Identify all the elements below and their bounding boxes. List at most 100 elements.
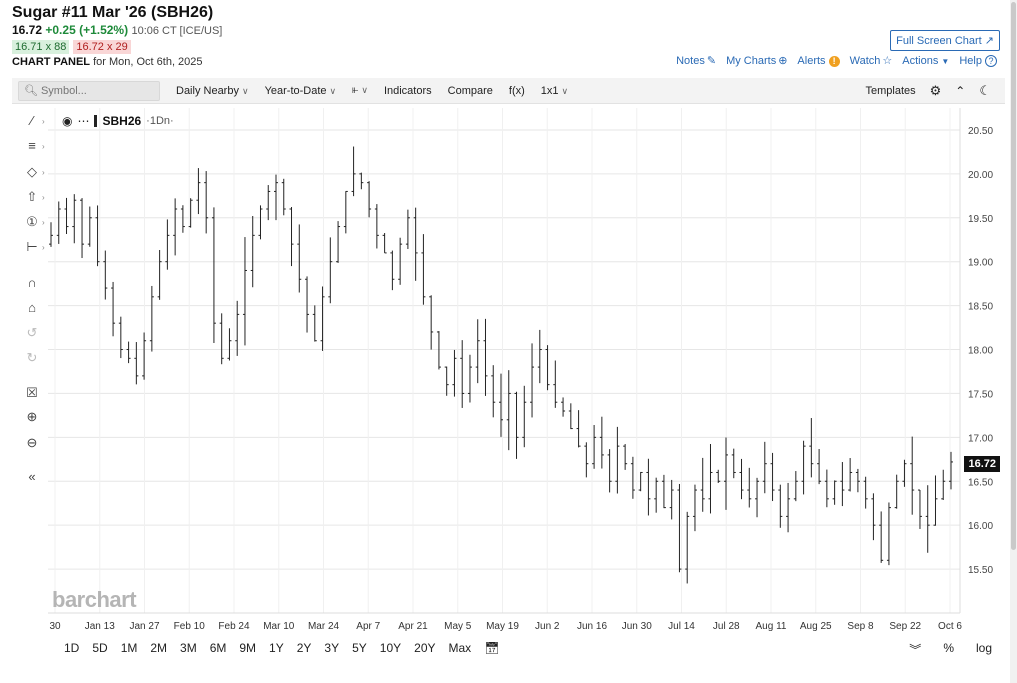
period-1m[interactable]: 1M xyxy=(120,641,138,655)
layout-dropdown[interactable]: 1x1 ∨ xyxy=(541,85,568,97)
fibonacci-tool-icon[interactable]: ≡ xyxy=(28,138,36,153)
edit-icon: ✎ xyxy=(706,55,717,67)
range-dropdown[interactable]: Year-to-Date ∨ xyxy=(265,85,337,97)
help-link[interactable]: Help ? xyxy=(959,54,997,67)
unlock-icon[interactable]: ⌂ xyxy=(28,300,36,315)
arrow-up-tool-icon[interactable]: ⇧ xyxy=(26,189,38,204)
period-20y[interactable]: 20Y xyxy=(414,641,436,655)
ask-badge: 16.72 x 29 xyxy=(73,40,131,54)
period-1y[interactable]: 1Y xyxy=(269,641,284,655)
alert-icon: ! xyxy=(828,55,840,67)
full-screen-label: Full Screen Chart xyxy=(896,35,982,47)
trendline-tool-icon[interactable]: ⁄ xyxy=(30,113,34,128)
search-icon: 🔍︎ xyxy=(24,85,38,97)
symbol-input[interactable] xyxy=(40,84,151,97)
x-tick-label: Jul 28 xyxy=(713,621,740,632)
more-icon[interactable]: ⋯ xyxy=(77,114,90,128)
chevron-down-icon: ∨ xyxy=(361,85,368,95)
x-tick-label: Jun 30 xyxy=(622,621,652,632)
chevron-right-icon: › xyxy=(42,243,45,252)
zoom-in-icon[interactable]: ⊕ xyxy=(26,409,38,424)
x-tick-label: Aug 11 xyxy=(756,621,787,632)
measure-tool-icon[interactable]: ⊢ xyxy=(26,239,38,254)
period-2y[interactable]: 2Y xyxy=(296,641,312,655)
period-1d[interactable]: 1D xyxy=(64,641,80,655)
theme-moon-icon[interactable]: ☾ xyxy=(979,82,991,98)
collapse-icon[interactable]: ⌃ xyxy=(955,83,966,98)
period-5y[interactable]: 5Y xyxy=(352,641,367,655)
chart-panel-label: CHART PANEL for Mon, Oct 6th, 2025 xyxy=(12,56,203,68)
legend-color-bar xyxy=(94,115,98,127)
x-tick-label: 30 xyxy=(49,621,61,632)
period-selector: 1D 5D 1M 2M 3M 6M 9M 1Y 2Y 3Y 5Y 10Y 20Y Max 📅︎ xyxy=(64,641,512,655)
last-price: 16.72 xyxy=(12,23,43,37)
price-chart[interactable]: 15.50 16.00 16.50 17.00 17.50 18.00 18.50 19.00… xyxy=(48,108,1010,638)
actions-menu[interactable]: Actions ▼ xyxy=(902,55,949,67)
gear-icon[interactable]: ⚙ xyxy=(929,82,942,98)
instrument-title: Sugar #11 Mar '26 (SBH26) xyxy=(12,4,214,21)
y-tick-label: 16.00 xyxy=(968,521,993,532)
my-charts-link[interactable]: My Charts ⊕ xyxy=(726,54,787,67)
percent-toggle[interactable]: % xyxy=(943,641,954,655)
period-2m[interactable]: 2M xyxy=(150,641,168,655)
x-tick-label: Aug 25 xyxy=(800,621,832,632)
expand-icon: ↗ xyxy=(984,35,994,47)
aggregation-label: Daily Nearby xyxy=(176,84,239,97)
y-tick-label: 19.00 xyxy=(968,258,993,269)
compare-button[interactable]: Compare xyxy=(447,84,493,97)
period-6m[interactable]: 6M xyxy=(209,641,227,655)
x-tick-label: May 5 xyxy=(444,621,472,632)
period-10y[interactable]: 10Y xyxy=(379,641,402,655)
indicators-button[interactable]: Indicators xyxy=(383,84,432,97)
alerts-link[interactable]: Alerts ! xyxy=(797,55,840,67)
shapes-tool-icon[interactable]: ◇ xyxy=(27,164,37,179)
period-3y[interactable]: 3Y xyxy=(324,641,340,655)
undo-icon[interactable]: ↺ xyxy=(26,325,38,340)
bid-ask: 16.71 x 88 16.72 x 29 xyxy=(12,40,131,54)
chart-panel-date: for Mon, Oct 6th, 2025 xyxy=(93,56,203,68)
period-max[interactable]: Max xyxy=(448,641,472,655)
symbol-search[interactable]: 🔍︎ xyxy=(18,80,160,101)
bottom-controls: ︾ % log xyxy=(909,641,992,658)
full-screen-chart-button[interactable]: Full Screen Chart ↗ xyxy=(890,30,1000,51)
scrollbar-thumb[interactable] xyxy=(1011,2,1016,550)
period-9m[interactable]: 9M xyxy=(239,641,257,655)
x-tick-label: May 19 xyxy=(486,621,519,632)
x-tick-label: Apr 21 xyxy=(398,621,428,632)
eye-icon[interactable]: ◉ xyxy=(62,114,73,128)
double-chevron-down-icon[interactable]: ︾ xyxy=(909,643,922,657)
y-tick-label: 20.00 xyxy=(968,170,993,181)
chevron-down-icon: ∨ xyxy=(329,85,337,96)
y-tick-label: 17.50 xyxy=(968,389,993,400)
chevron-right-icon: › xyxy=(42,218,45,227)
zoom-out-icon[interactable]: ⊖ xyxy=(26,435,38,450)
page-scrollbar[interactable] xyxy=(1010,0,1017,683)
period-5d[interactable]: 5D xyxy=(92,641,108,655)
help-icon: ? xyxy=(985,54,997,67)
calendar-icon[interactable]: 📅︎ xyxy=(484,641,500,655)
fx-button[interactable]: f(x) xyxy=(508,84,525,97)
annotation-tool-icon[interactable]: ① xyxy=(26,214,38,229)
chevron-right-icon: › xyxy=(42,168,45,177)
watch-link[interactable]: Watch ☆ xyxy=(850,54,893,67)
ohlc-bars-icon: ⫦ xyxy=(352,84,359,96)
log-toggle[interactable]: log xyxy=(975,641,992,655)
y-tick-label: 20.50 xyxy=(968,126,993,137)
y-tick-label: 19.50 xyxy=(968,214,993,225)
chart-toolbar: 🔍︎ Daily Nearby∨ Year-to-Date∨ ⫦∨ Indica… xyxy=(12,78,1005,104)
bar-type-dropdown[interactable]: ⫦ ∨ xyxy=(352,84,368,97)
templates-button[interactable]: Templates xyxy=(865,84,916,97)
redo-icon[interactable]: ↻ xyxy=(26,350,38,365)
magnet-icon[interactable]: ∩ xyxy=(27,275,37,290)
last-price-tag: 16.72 xyxy=(964,456,1000,472)
trash-icon[interactable]: ☒ xyxy=(26,385,38,400)
notes-link[interactable]: Notes ✎ xyxy=(676,54,716,67)
y-tick-label: 15.50 xyxy=(968,565,993,576)
x-tick-label: Jan 27 xyxy=(129,621,159,632)
x-tick-label: Feb 10 xyxy=(174,621,206,632)
aggregation-dropdown[interactable]: Daily Nearby ∨ xyxy=(176,85,249,97)
x-tick-label: Jun 2 xyxy=(535,621,560,632)
legend-symbol: SBH26 xyxy=(102,114,142,128)
collapse-sidebar-icon[interactable]: « xyxy=(28,469,36,484)
period-3m[interactable]: 3M xyxy=(180,641,197,655)
